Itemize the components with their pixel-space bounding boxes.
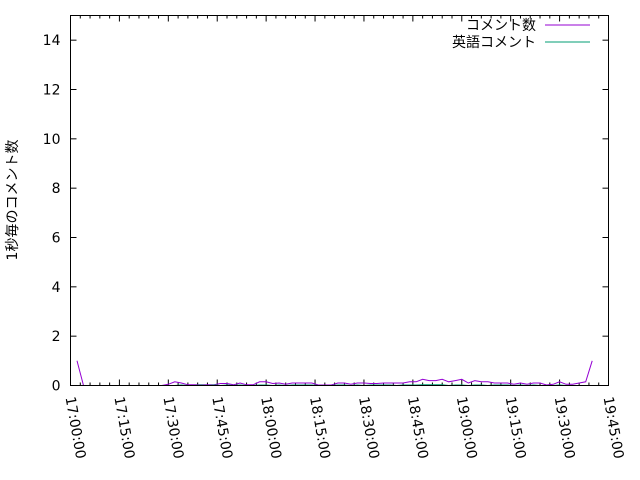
x-tick-label: 19:30:00 — [551, 395, 578, 460]
y-tick-label: 12 — [43, 83, 61, 99]
legend-label-1: コメント数 — [466, 18, 536, 34]
y-tick-label: 0 — [52, 379, 61, 395]
x-tick-label: 17:30:00 — [159, 395, 186, 460]
series-line-1 — [76, 360, 593, 386]
x-tick-label: 18:15:00 — [306, 395, 333, 460]
y-tick-label: 14 — [43, 33, 61, 49]
x-tick-label: 18:30:00 — [355, 395, 382, 460]
x-tick-label: 19:15:00 — [502, 395, 529, 460]
y-tick-label: 10 — [43, 132, 61, 148]
x-tick-label: 18:00:00 — [257, 395, 284, 460]
x-tick-label: 17:45:00 — [208, 395, 235, 460]
plot-border — [70, 15, 609, 386]
series-lines — [76, 360, 593, 387]
x-tick-label: 19:00:00 — [453, 395, 480, 460]
y-tick-label: 6 — [52, 231, 61, 247]
ticks: 0 2 4 6 8 10 12 14 17:00:00 17:15:00 17:30:00 17:45… — [43, 15, 627, 460]
y-tick-label: 8 — [52, 181, 61, 197]
legend-label-2: 英語コメント — [452, 34, 536, 51]
x-tick-label: 17:15:00 — [110, 395, 137, 460]
x-tick-label: 19:45:00 — [600, 395, 627, 460]
y-axis-label: 1秒毎のコメント数 — [5, 140, 21, 261]
y-tick-label: 4 — [52, 280, 61, 296]
y-tick-label: 2 — [52, 329, 61, 345]
x-tick-label: 18:45:00 — [404, 395, 431, 460]
x-tick-label: 17:00:00 — [62, 395, 89, 460]
